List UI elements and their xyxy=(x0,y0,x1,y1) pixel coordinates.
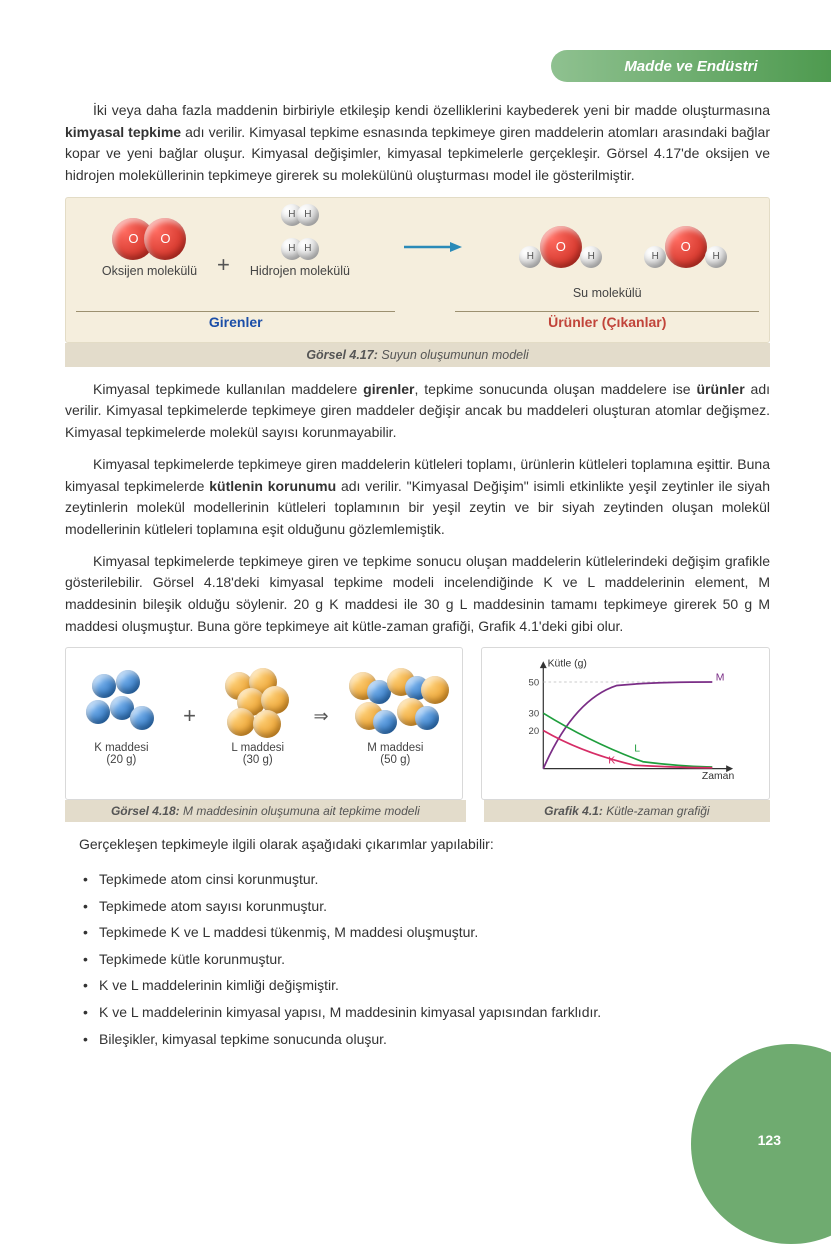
paragraph-4: Kimyasal tepkimelerde tepkimeye giren ve… xyxy=(65,551,770,638)
hydrogen-atom: H xyxy=(297,204,319,226)
reactants-label: Girenler xyxy=(76,314,395,330)
molecule-label: Su molekülü xyxy=(455,286,759,300)
list-item: K ve L maddelerinin kimliği değişmiştir. xyxy=(83,972,770,999)
list-item: Tepkimede atom cinsi korunmuştur. xyxy=(83,866,770,893)
chart-4-1: 50 30 20 Kütle (g) Zaman M L K xyxy=(481,647,770,800)
series-l-label: L xyxy=(634,744,640,755)
hydrogen-atom: H xyxy=(644,246,666,268)
figure-4-17-caption: Görsel 4.17: Suyun oluşumunun modeli xyxy=(65,343,770,367)
figure-4-18-caption: Görsel 4.18: M maddesinin oluşumuna ait … xyxy=(65,800,466,822)
figure-4-17: OO Oksijen molekülü + HH HH Hidrojen mol… xyxy=(65,197,770,343)
oxygen-atom: O xyxy=(144,218,186,260)
mass: (20 g) xyxy=(106,754,136,766)
oxygen-atom: O xyxy=(665,226,707,268)
caption-prefix: Grafik 4.1: xyxy=(544,804,603,818)
caption-prefix: Görsel 4.18: xyxy=(111,804,180,818)
l-substance: L maddesi(30 g) xyxy=(219,666,297,766)
bold-term: kimyasal tepkime xyxy=(65,124,181,140)
bold-term: kütlenin korunumu xyxy=(209,478,336,494)
paragraph-1: İki veya daha fazla maddenin birbiriyle … xyxy=(65,100,770,187)
caption-text: Suyun oluşumunun modeli xyxy=(378,348,529,362)
page-number: 123 xyxy=(758,1132,781,1148)
k-substance: K maddesi(20 g) xyxy=(82,666,160,766)
ytick: 30 xyxy=(528,709,539,720)
series-k-label: K xyxy=(608,756,615,767)
caption-prefix: Görsel 4.17: xyxy=(306,348,378,362)
chapter-header: Madde ve Endüstri xyxy=(551,50,831,82)
list-item: Bileşikler, kimyasal tepkime sonucunda o… xyxy=(83,1026,770,1053)
list-item: Tepkimede atom sayısı korunmuştur. xyxy=(83,893,770,920)
text: Kimyasal tepkimede kullanılan maddelere xyxy=(93,381,363,397)
oxygen-molecule: OO Oksijen molekülü xyxy=(102,218,197,278)
x-axis-label: Zaman xyxy=(702,771,735,782)
paragraph-2: Kimyasal tepkimede kullanılan maddelere … xyxy=(65,379,770,444)
chapter-title: Madde ve Endüstri xyxy=(624,58,757,75)
list-item: Tepkimede K ve L maddesi tükenmiş, M mad… xyxy=(83,919,770,946)
label: K maddesi xyxy=(94,742,148,754)
water-molecule: H O H xyxy=(638,226,733,268)
ytick: 50 xyxy=(528,678,539,689)
figure-row: K maddesi(20 g) + L maddesi(30 g) ⇒ xyxy=(65,647,770,800)
yields-icon: ⇒ xyxy=(313,706,328,727)
figure-4-18: K maddesi(20 g) + L maddesi(30 g) ⇒ xyxy=(65,647,463,800)
mass: (30 g) xyxy=(243,754,273,766)
caption-text: Kütle-zaman grafiği xyxy=(603,804,710,818)
water-molecule: H O H xyxy=(513,226,608,268)
hydrogen-atom: H xyxy=(705,246,727,268)
hydrogen-atom: H xyxy=(580,246,602,268)
molecule-label: Oksijen molekülü xyxy=(102,264,197,278)
bold-term: girenler xyxy=(363,381,414,397)
hydrogen-molecules: HH HH Hidrojen molekülü xyxy=(250,216,350,278)
plus-sign: + xyxy=(177,703,202,729)
list-item: Tepkimede kütle korunmuştur. xyxy=(83,946,770,973)
caption-text: M maddesinin oluşumuna ait tepkime model… xyxy=(180,804,420,818)
outcomes-intro: Gerçekleşen tepkimeyle ilgili olarak aşa… xyxy=(65,834,770,856)
series-m-label: M xyxy=(716,673,725,684)
oxygen-atom: O xyxy=(540,226,582,268)
ytick: 20 xyxy=(528,726,539,737)
chart-4-1-caption: Grafik 4.1: Kütle-zaman grafiği xyxy=(484,800,770,822)
text: İki veya daha fazla maddenin birbiriyle … xyxy=(93,102,770,118)
hydrogen-atom: H xyxy=(519,246,541,268)
reaction-arrow-icon xyxy=(402,237,462,257)
hydrogen-atom: H xyxy=(297,238,319,260)
page-content: İki veya daha fazla maddenin birbiriyle … xyxy=(65,100,770,1052)
paragraph-3: Kimyasal tepkimelerde tepkimeye giren ma… xyxy=(65,454,770,541)
m-substance: M maddesi(50 g) xyxy=(345,666,445,766)
outcomes-list: Tepkimede atom cinsi korunmuştur. Tepkim… xyxy=(65,866,770,1052)
label: L maddesi xyxy=(231,742,284,754)
reaction-row: OO Oksijen molekülü + HH HH Hidrojen mol… xyxy=(76,216,759,278)
mass: (50 g) xyxy=(380,754,410,766)
products-label: Ürünler (Çıkanlar) xyxy=(455,314,759,330)
plus-sign: + xyxy=(211,252,236,278)
y-axis-label: Kütle (g) xyxy=(547,659,586,670)
label: M maddesi xyxy=(367,742,423,754)
mass-time-chart: 50 30 20 Kütle (g) Zaman M L K xyxy=(490,656,761,786)
molecule-label: Hidrojen molekülü xyxy=(250,264,350,278)
list-item: K ve L maddelerinin kimyasal yapısı, M m… xyxy=(83,999,770,1026)
bold-term: ürünler xyxy=(696,381,744,397)
text: , tepkime sonucunda oluşan maddelere ise xyxy=(415,381,697,397)
